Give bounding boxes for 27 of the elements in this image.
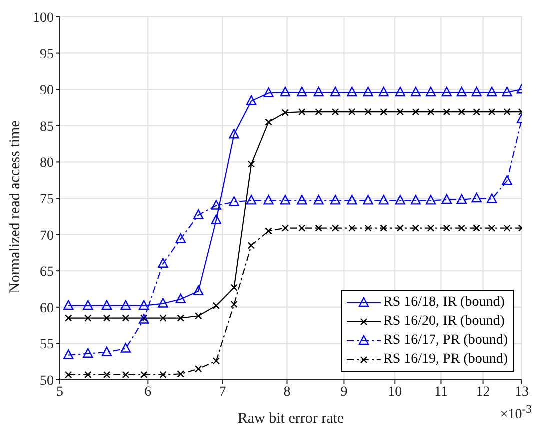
legend-label: RS 16/17, PR (bound) <box>384 332 508 348</box>
y-tick-label: 55 <box>40 338 54 353</box>
legend-label: RS 16/20, IR (bound) <box>384 314 505 330</box>
y-tick-label: 60 <box>40 301 54 316</box>
x-axis-title: Raw bit error rate <box>238 411 344 427</box>
y-tick-label: 90 <box>40 84 54 99</box>
y-tick-label: 50 <box>40 374 54 389</box>
x-tick-label: 8 <box>284 384 291 400</box>
x-tick-label: 13 <box>515 384 529 400</box>
y-tick-label: 85 <box>40 120 54 135</box>
x-tick-label: 12 <box>476 384 490 400</box>
text: ×10$^{-3}$ <box>500 403 532 424</box>
y-tick-label: 80 <box>40 156 54 172</box>
x-tick-label: 7 <box>219 384 226 400</box>
x-tick-label: 11 <box>434 384 448 400</box>
y-tick-label: 95 <box>40 47 54 62</box>
y-axis-title: Normalized read access time <box>7 120 24 294</box>
y-tick-label: 75 <box>40 192 54 208</box>
x-tick-label: 6 <box>144 384 152 400</box>
x-tick-label: 9 <box>340 384 348 400</box>
x-tick-label: 10 <box>388 384 402 400</box>
legend-label: RS 16/18, IR (bound) <box>384 294 505 310</box>
y-tick-label: 70 <box>40 228 54 244</box>
legend-label: RS 16/19, PR (bound) <box>384 352 508 368</box>
x-tick-label: 5 <box>56 384 64 400</box>
y-tick-label: 65 <box>40 265 54 280</box>
y-tick-label: 100 <box>33 10 54 26</box>
